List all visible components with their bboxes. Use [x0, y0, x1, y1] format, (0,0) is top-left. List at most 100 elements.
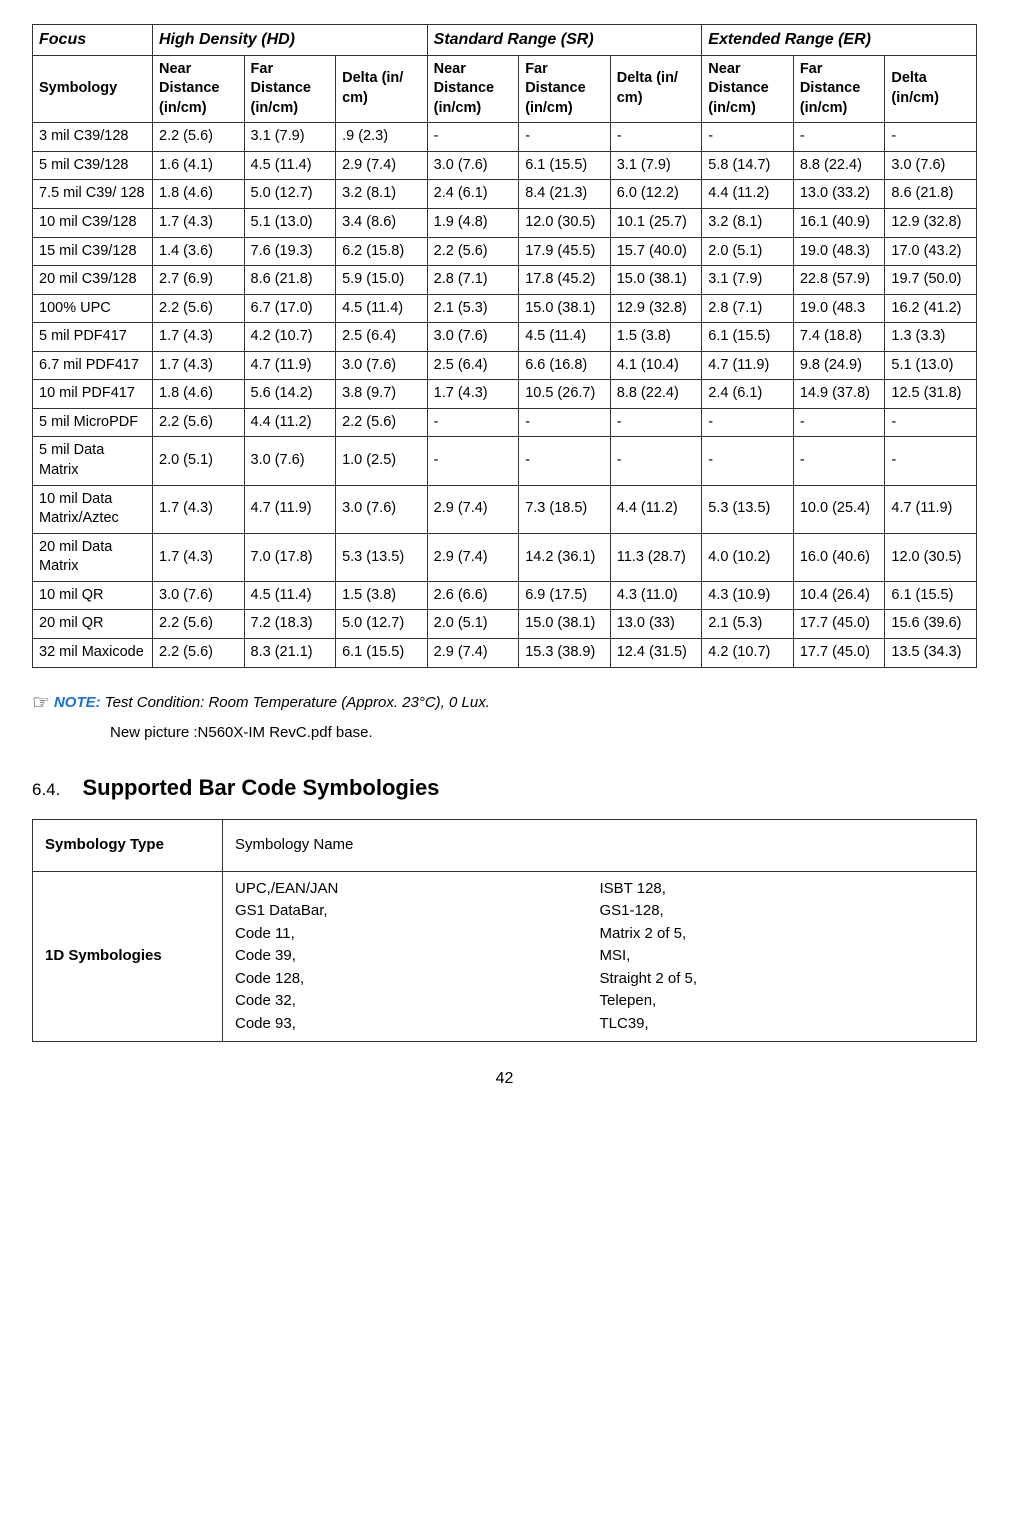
- value-cell: 4.0 (10.2): [702, 533, 794, 581]
- page-number: 42: [32, 1070, 977, 1088]
- value-cell: 16.2 (41.2): [885, 294, 977, 323]
- table-row: 1D Symbologies UPC,/EAN/JANGS1 DataBar,C…: [33, 871, 977, 1042]
- value-cell: 15.0 (38.1): [610, 266, 702, 295]
- value-cell: 5.1 (13.0): [244, 208, 336, 237]
- value-cell: -: [519, 123, 611, 152]
- symbology-cell: 20 mil C39/128: [33, 266, 153, 295]
- value-cell: 3.2 (8.1): [702, 208, 794, 237]
- value-cell: 1.7 (4.3): [153, 208, 245, 237]
- value-cell: .9 (2.3): [336, 123, 428, 152]
- symbology-cell: 10 mil PDF417: [33, 380, 153, 409]
- value-cell: 4.5 (11.4): [519, 323, 611, 352]
- value-cell: 19.0 (48.3): [793, 237, 885, 266]
- table-row: 5 mil PDF4171.7 (4.3)4.2 (10.7)2.5 (6.4)…: [33, 323, 977, 352]
- symbology-cell: 5 mil PDF417: [33, 323, 153, 352]
- value-cell: 2.2 (5.6): [336, 408, 428, 437]
- value-cell: 2.5 (6.4): [336, 323, 428, 352]
- symbology-cell: 10 mil C39/128: [33, 208, 153, 237]
- value-cell: 1.7 (4.3): [153, 533, 245, 581]
- value-cell: 3.0 (7.6): [244, 437, 336, 485]
- value-cell: 11.3 (28.7): [610, 533, 702, 581]
- value-cell: 5.0 (12.7): [336, 610, 428, 639]
- value-cell: 3.1 (7.9): [610, 151, 702, 180]
- value-cell: -: [610, 408, 702, 437]
- value-cell: 2.6 (6.6): [427, 581, 519, 610]
- value-cell: 4.2 (10.7): [244, 323, 336, 352]
- value-cell: 2.0 (5.1): [702, 237, 794, 266]
- value-cell: -: [610, 123, 702, 152]
- value-cell: 2.2 (5.6): [153, 294, 245, 323]
- section-heading: 6.4. Supported Bar Code Symbologies: [32, 775, 977, 801]
- value-cell: 10.5 (26.7): [519, 380, 611, 409]
- value-cell: 3.0 (7.6): [885, 151, 977, 180]
- symbology-cell: 32 mil Maxicode: [33, 638, 153, 667]
- value-cell: 19.7 (50.0): [885, 266, 977, 295]
- value-cell: -: [427, 123, 519, 152]
- symbology-item: GS1 DataBar,: [235, 900, 600, 923]
- symbology-cell: 10 mil Data Matrix/Aztec: [33, 485, 153, 533]
- value-cell: 5.1 (13.0): [885, 351, 977, 380]
- value-cell: 2.8 (7.1): [702, 294, 794, 323]
- value-cell: 4.4 (11.2): [244, 408, 336, 437]
- value-cell: 17.9 (45.5): [519, 237, 611, 266]
- symbology-item: ISBT 128,: [600, 878, 965, 901]
- value-cell: 14.9 (37.8): [793, 380, 885, 409]
- value-cell: -: [793, 123, 885, 152]
- sr-near-header: Near Distance (in/cm): [427, 55, 519, 123]
- table-row: 3 mil C39/1282.2 (5.6)3.1 (7.9).9 (2.3)-…: [33, 123, 977, 152]
- value-cell: 5.0 (12.7): [244, 180, 336, 209]
- table-row: 6.7 mil PDF4171.7 (4.3)4.7 (11.9)3.0 (7.…: [33, 351, 977, 380]
- value-cell: 8.8 (22.4): [610, 380, 702, 409]
- value-cell: 4.7 (11.9): [244, 351, 336, 380]
- table-row: 5 mil C39/1281.6 (4.1)4.5 (11.4)2.9 (7.4…: [33, 151, 977, 180]
- value-cell: 12.9 (32.8): [885, 208, 977, 237]
- value-cell: 16.0 (40.6): [793, 533, 885, 581]
- symbology-item: Matrix 2 of 5,: [600, 923, 965, 946]
- value-cell: 2.9 (7.4): [427, 533, 519, 581]
- value-cell: 5.8 (14.7): [702, 151, 794, 180]
- value-cell: 5.3 (13.5): [336, 533, 428, 581]
- value-cell: 4.7 (11.9): [885, 485, 977, 533]
- value-cell: 15.6 (39.6): [885, 610, 977, 639]
- value-cell: 7.4 (18.8): [793, 323, 885, 352]
- table-header-row-sub: Symbology Near Distance (in/cm) Far Dist…: [33, 55, 977, 123]
- value-cell: 13.0 (33): [610, 610, 702, 639]
- value-cell: 3.1 (7.9): [244, 123, 336, 152]
- value-cell: 2.9 (7.4): [427, 638, 519, 667]
- symbology-1d-label: 1D Symbologies: [33, 871, 223, 1042]
- table-row: 15 mil C39/1281.4 (3.6)7.6 (19.3)6.2 (15…: [33, 237, 977, 266]
- value-cell: 12.4 (31.5): [610, 638, 702, 667]
- value-cell: 6.0 (12.2): [610, 180, 702, 209]
- value-cell: 2.0 (5.1): [427, 610, 519, 639]
- value-cell: 2.2 (5.6): [153, 638, 245, 667]
- value-cell: 4.5 (11.4): [336, 294, 428, 323]
- value-cell: -: [519, 408, 611, 437]
- decode-range-table: Focus High Density (HD) Standard Range (…: [32, 24, 977, 668]
- value-cell: 2.0 (5.1): [153, 437, 245, 485]
- value-cell: 8.4 (21.3): [519, 180, 611, 209]
- value-cell: 2.2 (5.6): [427, 237, 519, 266]
- er-delta-header: Delta (in/cm): [885, 55, 977, 123]
- value-cell: 8.6 (21.8): [885, 180, 977, 209]
- hd-delta-header: Delta (in/ cm): [336, 55, 428, 123]
- symbology-type-header: Symbology Type: [33, 820, 223, 872]
- symbology-1d-names: UPC,/EAN/JANGS1 DataBar,Code 11,Code 39,…: [223, 871, 977, 1042]
- table-row: 20 mil Data Matrix1.7 (4.3)7.0 (17.8)5.3…: [33, 533, 977, 581]
- value-cell: 1.6 (4.1): [153, 151, 245, 180]
- value-cell: 4.4 (11.2): [702, 180, 794, 209]
- table-row: 5 mil MicroPDF2.2 (5.6)4.4 (11.2)2.2 (5.…: [33, 408, 977, 437]
- note-block: ☞NOTE: Test Condition: Room Temperature …: [32, 686, 977, 746]
- value-cell: 13.0 (33.2): [793, 180, 885, 209]
- group-sr-header: Standard Range (SR): [427, 25, 702, 56]
- value-cell: 15.3 (38.9): [519, 638, 611, 667]
- note-label: NOTE:: [54, 694, 101, 711]
- symbology-item: Code 11,: [235, 923, 600, 946]
- value-cell: 17.7 (45.0): [793, 610, 885, 639]
- symbology-cell: 20 mil QR: [33, 610, 153, 639]
- value-cell: 2.1 (5.3): [702, 610, 794, 639]
- value-cell: 4.1 (10.4): [610, 351, 702, 380]
- value-cell: 3.8 (9.7): [336, 380, 428, 409]
- value-cell: 13.5 (34.3): [885, 638, 977, 667]
- value-cell: 4.7 (11.9): [702, 351, 794, 380]
- table-row: 20 mil C39/1282.7 (6.9)8.6 (21.8)5.9 (15…: [33, 266, 977, 295]
